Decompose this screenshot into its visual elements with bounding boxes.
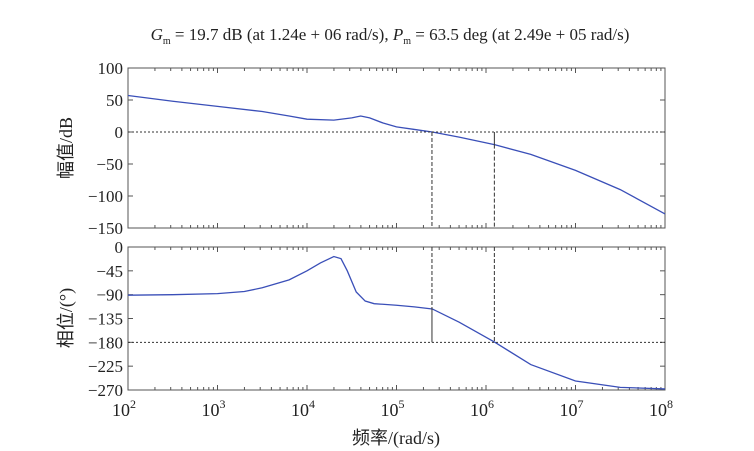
x-tick-label: 105 bbox=[381, 397, 405, 420]
x-tick-label: 106 bbox=[470, 397, 494, 420]
magnitude-y-tick-label: −100 bbox=[88, 187, 123, 206]
chart-title: Gm = 19.7 dB (at 1.24e + 06 rad/s), Pm =… bbox=[151, 25, 630, 47]
x-tick-label: 104 bbox=[291, 397, 315, 420]
phase-y-tick-label: −135 bbox=[88, 310, 123, 329]
magnitude-y-tick-label: 100 bbox=[98, 59, 124, 78]
magnitude-frame bbox=[127, 67, 666, 229]
x-tick-label: 102 bbox=[112, 397, 136, 420]
phase-y-tick-label: −90 bbox=[96, 286, 123, 305]
magnitude-curve bbox=[127, 94, 666, 215]
phase-y-tick-label: −45 bbox=[96, 262, 123, 281]
phase-frame bbox=[127, 246, 666, 391]
phase-curve bbox=[127, 255, 666, 390]
x-tick-label: 108 bbox=[649, 397, 673, 420]
magnitude-ylabel: 幅值/dB bbox=[56, 117, 76, 179]
phase-ylabel: 相位/(°) bbox=[56, 288, 77, 348]
phase-y-tick-label: −180 bbox=[88, 333, 123, 352]
magnitude-y-tick-label: 0 bbox=[115, 123, 124, 142]
x-axis-label: 频率/(rad/s) bbox=[352, 428, 440, 449]
magnitude-y-tick-label: −150 bbox=[88, 219, 123, 238]
phase-y-tick-label: −225 bbox=[88, 357, 123, 376]
magnitude-y-tick-label: 50 bbox=[106, 91, 123, 110]
x-tick-label: 103 bbox=[202, 397, 226, 420]
magnitude-y-tick-label: −50 bbox=[96, 155, 123, 174]
phase-y-tick-label: −270 bbox=[88, 381, 123, 400]
phase-y-tick-label: 0 bbox=[115, 238, 124, 257]
x-tick-label: 107 bbox=[560, 397, 584, 420]
